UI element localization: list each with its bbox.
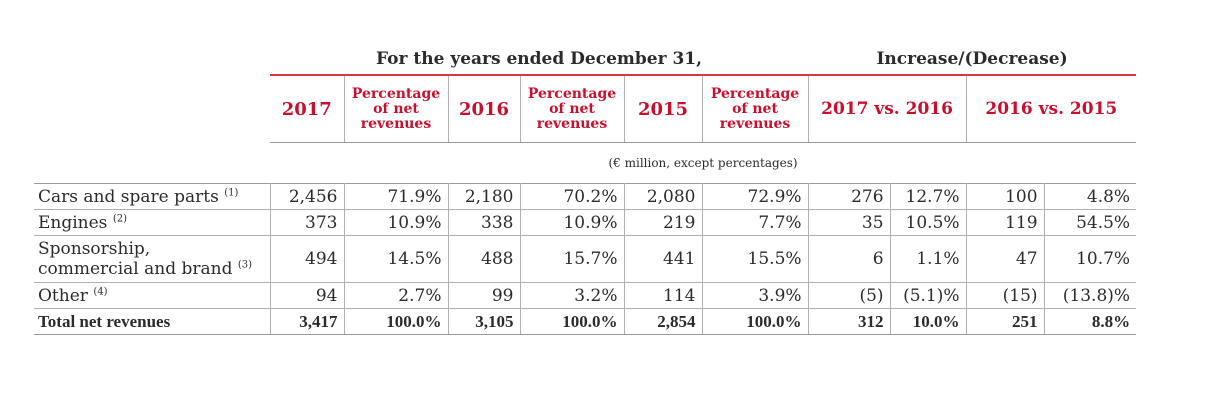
cell-pct-2017: 2.7%: [344, 282, 449, 309]
col-2017: 2017: [270, 75, 345, 143]
col-2015: 2015: [624, 75, 703, 143]
cell-2015: 2,854: [624, 308, 703, 335]
col-pct-2015: Percentage of net revenues: [702, 75, 809, 143]
footnote-ref: (4): [93, 285, 108, 297]
cell-change-pct-1: 12.7%: [890, 183, 967, 210]
cell-change-pct-2: 54.5%: [1044, 209, 1137, 236]
cell-2017: 494: [270, 235, 345, 283]
units-note: (€ million, except percentages): [270, 142, 1137, 184]
net-revenues-table: For the years ended December 31, Increas…: [34, 44, 1137, 335]
row-label: Engines (2): [34, 209, 271, 236]
cell-2017: 94: [270, 282, 345, 309]
cell-change-pct-2: 4.8%: [1044, 183, 1137, 210]
cell-2016: 488: [448, 235, 521, 283]
cell-2016: 338: [448, 209, 521, 236]
cell-pct-2015: 3.9%: [702, 282, 809, 309]
row-label: Other (4): [34, 282, 271, 309]
cell-pct-2016: 3.2%: [520, 282, 625, 309]
cell-2017: 373: [270, 209, 345, 236]
cell-pct-2015: 100.0%: [702, 308, 809, 335]
cell-2016: 99: [448, 282, 521, 309]
table-row: Engines (2) 373 10.9% 338 10.9% 219 7.7%…: [34, 209, 1137, 236]
cell-2015: 219: [624, 209, 703, 236]
cell-pct-2016: 10.9%: [520, 209, 625, 236]
cell-2017: 2,456: [270, 183, 345, 210]
cell-change-2: (15): [966, 282, 1045, 309]
group-header-change: Increase/(Decrease): [808, 44, 1137, 76]
cell-pct-2016: 15.7%: [520, 235, 625, 283]
cell-change-pct-2: (13.8)%: [1044, 282, 1137, 309]
cell-pct-2017: 14.5%: [344, 235, 449, 283]
row-label: Sponsorship, commercial and brand (3): [34, 235, 271, 283]
col-pct-2017: Percentage of net revenues: [344, 75, 449, 143]
cell-change-pct-2: 8.8%: [1044, 308, 1137, 335]
cell-2017: 3,417: [270, 308, 345, 335]
table-row: Other (4) 94 2.7% 99 3.2% 114 3.9% (5) (…: [34, 282, 1137, 309]
cell-change-pct-1: (5.1)%: [890, 282, 967, 309]
row-label: Total net revenues: [34, 308, 271, 335]
group-header-row: For the years ended December 31, Increas…: [34, 44, 1137, 76]
cell-2015: 441: [624, 235, 703, 283]
cell-change-2: 47: [966, 235, 1045, 283]
cell-change-pct-2: 10.7%: [1044, 235, 1137, 283]
cell-pct-2015: 72.9%: [702, 183, 809, 210]
col-pct-2016: Percentage of net revenues: [520, 75, 625, 143]
col-2016: 2016: [448, 75, 521, 143]
cell-change-1: 6: [808, 235, 891, 283]
cell-change-2: 100: [966, 183, 1045, 210]
cell-change-1: (5): [808, 282, 891, 309]
cell-2016: 2,180: [448, 183, 521, 210]
units-note-row: (€ million, except percentages): [34, 142, 1137, 184]
cell-change-pct-1: 1.1%: [890, 235, 967, 283]
col-2016-vs-2015: 2016 vs. 2015: [966, 75, 1137, 143]
cell-change-2: 251: [966, 308, 1045, 335]
cell-pct-2017: 100.0%: [344, 308, 449, 335]
col-2017-vs-2016: 2017 vs. 2016: [808, 75, 967, 143]
cell-change-pct-1: 10.5%: [890, 209, 967, 236]
net-revenues-table-container: For the years ended December 31, Increas…: [34, 44, 1137, 335]
cell-2015: 114: [624, 282, 703, 309]
footnote-ref: (2): [112, 212, 127, 224]
table-row-total: Total net revenues 3,417 100.0% 3,105 10…: [34, 308, 1137, 335]
cell-change-pct-1: 10.0%: [890, 308, 967, 335]
footnote-ref: (3): [237, 259, 253, 271]
group-header-years: For the years ended December 31,: [270, 44, 809, 76]
cell-pct-2016: 70.2%: [520, 183, 625, 210]
cell-2015: 2,080: [624, 183, 703, 210]
cell-pct-2017: 10.9%: [344, 209, 449, 236]
cell-change-1: 312: [808, 308, 891, 335]
column-header-row: 2017 Percentage of net revenues 2016 Per…: [34, 75, 1137, 143]
cell-change-1: 35: [808, 209, 891, 236]
cell-pct-2017: 71.9%: [344, 183, 449, 210]
cell-2016: 3,105: [448, 308, 521, 335]
table-row: Cars and spare parts (1) 2,456 71.9% 2,1…: [34, 183, 1137, 210]
cell-change-2: 119: [966, 209, 1045, 236]
cell-pct-2016: 100.0%: [520, 308, 625, 335]
table-row: Sponsorship, commercial and brand (3) 494…: [34, 235, 1137, 283]
row-label: Cars and spare parts (1): [34, 183, 271, 210]
cell-pct-2015: 7.7%: [702, 209, 809, 236]
footnote-ref: (1): [224, 186, 239, 198]
cell-pct-2015: 15.5%: [702, 235, 809, 283]
cell-change-1: 276: [808, 183, 891, 210]
